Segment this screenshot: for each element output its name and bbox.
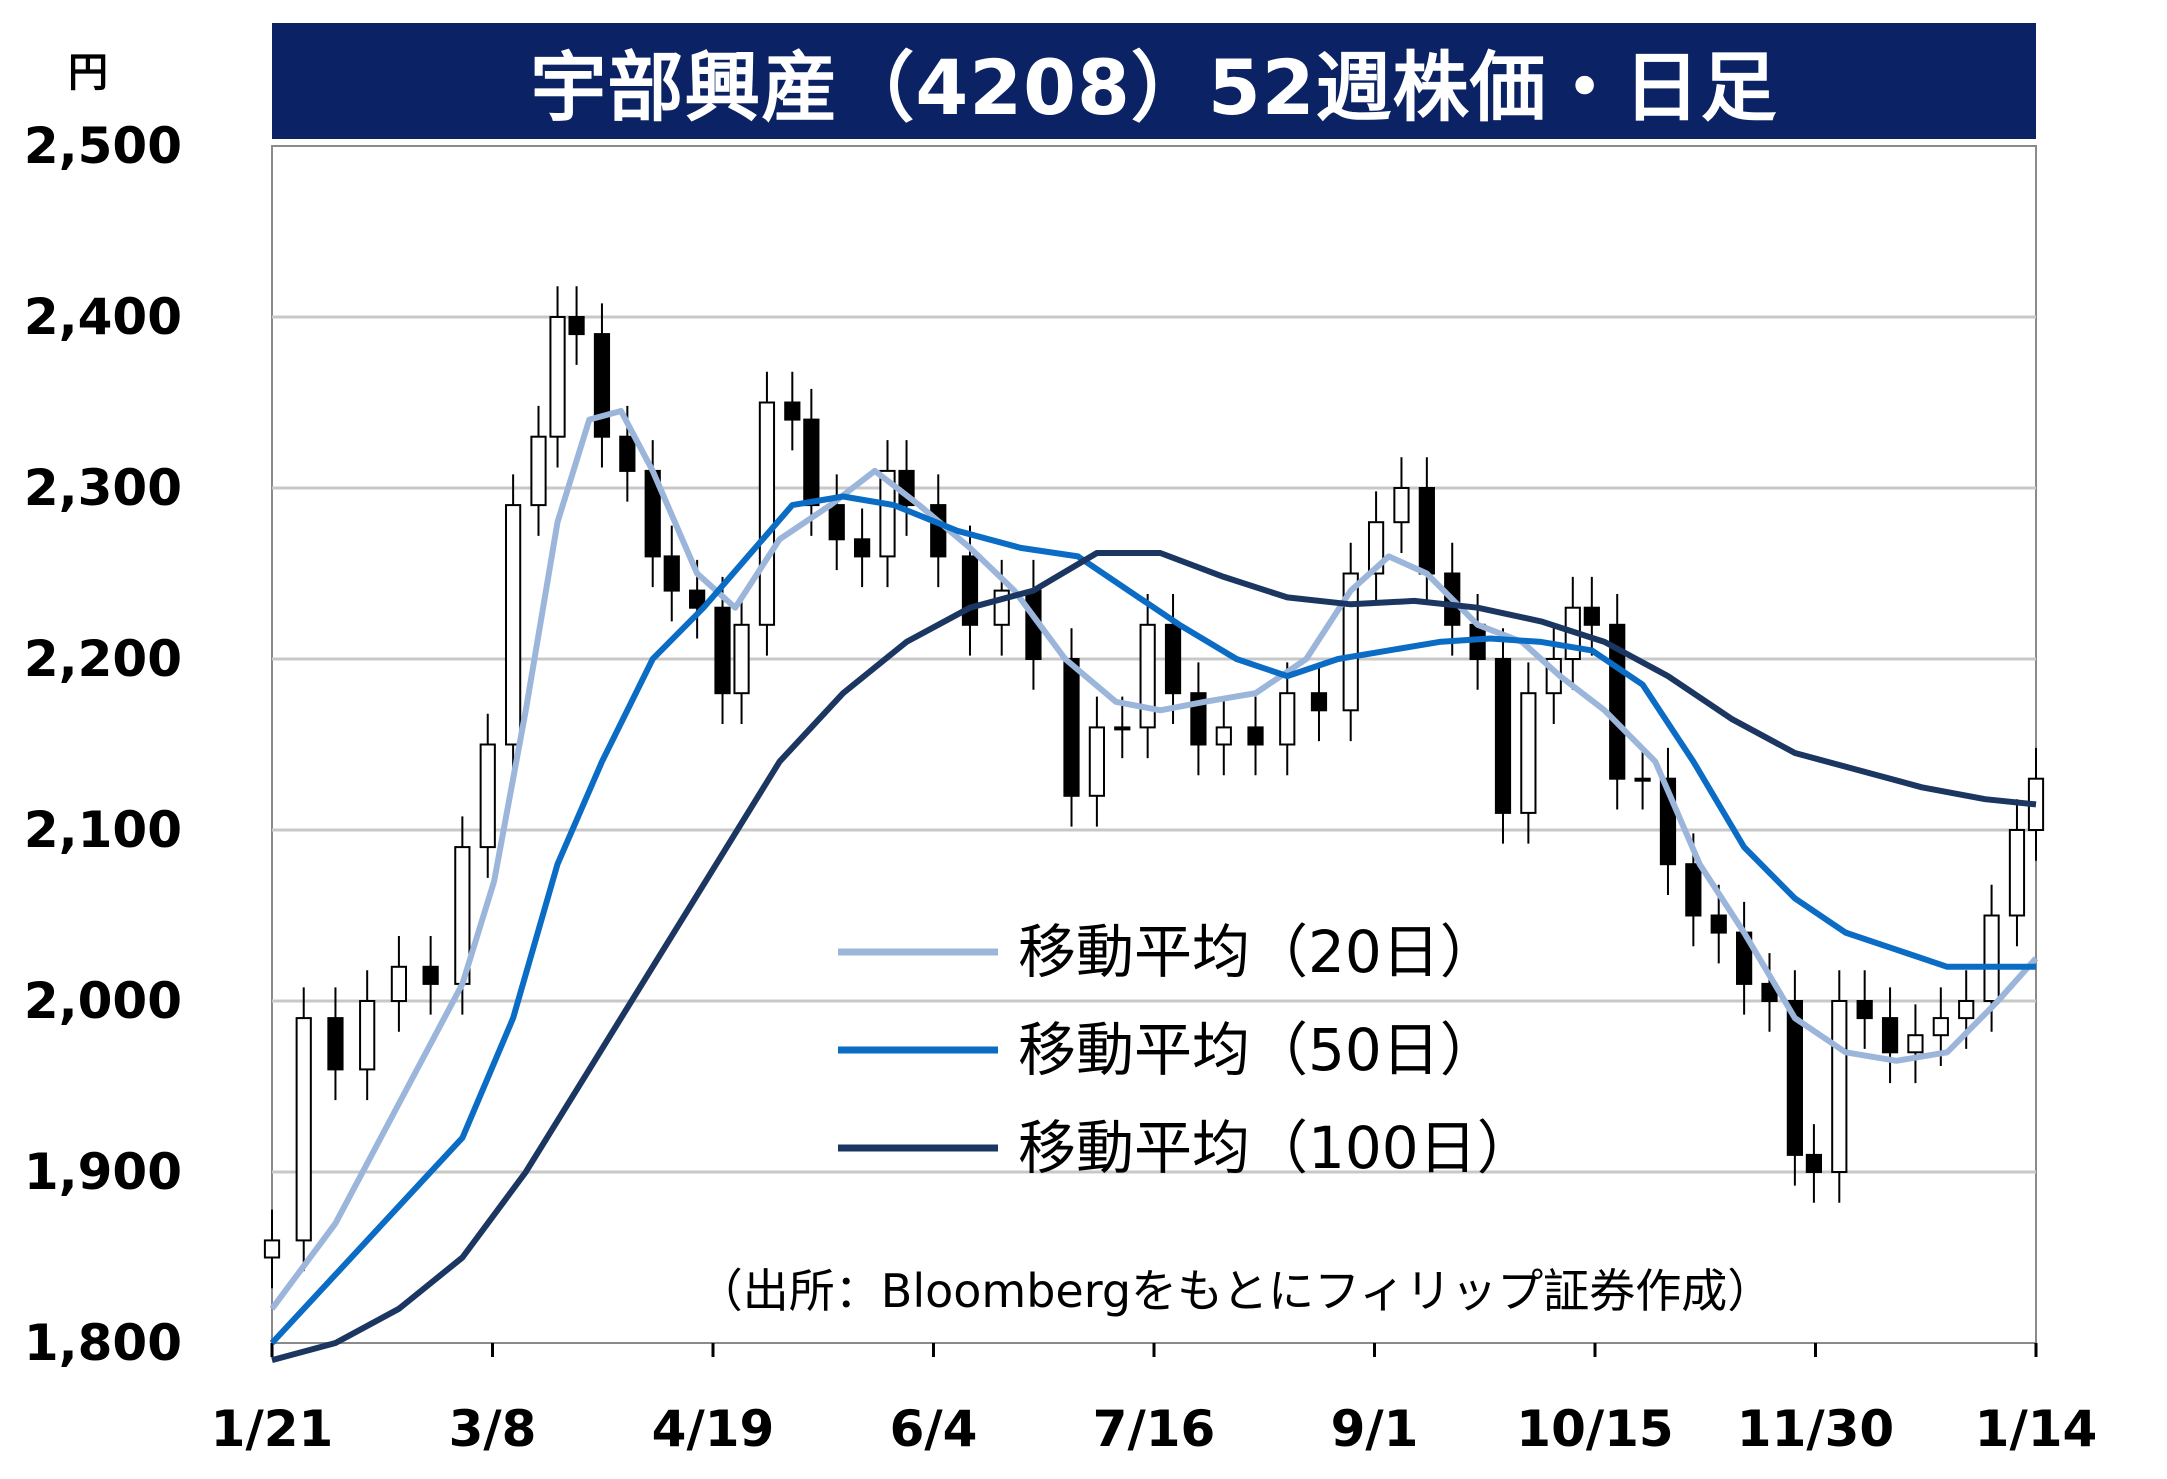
candle-body: [390, 965, 408, 1002]
legend-label: 移動平均（100日）: [1018, 1114, 1535, 1182]
candle-body: [1907, 1034, 1924, 1054]
candle-body: [422, 965, 439, 985]
candle-body: [593, 333, 611, 438]
candle-body: [689, 589, 706, 609]
candle-body: [1114, 726, 1131, 731]
y-tick-label: 1,800: [24, 1314, 182, 1372]
y-tick-label: 2,400: [24, 288, 182, 346]
candle-body: [2008, 829, 2026, 917]
candle-body: [828, 504, 845, 541]
candle-body: [854, 538, 871, 558]
y-axis-tick-labels: 1,800 1,900 2,000 2,100 2,200 2,300 2,400 2,500: [24, 117, 182, 1372]
x-tick-label: 3/8: [449, 1400, 537, 1458]
y-tick-label: 1,900: [24, 1143, 182, 1201]
moving-average-lines: [269, 408, 2039, 1363]
candle-body: [1342, 572, 1359, 712]
candle-body: [1831, 1000, 1848, 1173]
candle-body: [1805, 1153, 1823, 1174]
y-tick-label: 2,100: [24, 801, 182, 859]
x-tick-label: 9/1: [1331, 1400, 1419, 1458]
candle-body: [733, 623, 750, 695]
legend-label: 移動平均（20日）: [1018, 918, 1498, 986]
candle-body: [1958, 1000, 1975, 1020]
candle-body: [930, 504, 947, 558]
y-tick-label: 2,300: [24, 459, 182, 517]
candle-body: [1685, 863, 1702, 917]
candle-body: [327, 1017, 344, 1071]
candle-body: [619, 435, 636, 472]
candle-body: [549, 316, 566, 438]
y-tick-label: 2,000: [24, 972, 182, 1030]
candle-body: [1583, 606, 1600, 626]
candle-body: [1310, 692, 1328, 712]
candle-body: [1520, 692, 1537, 814]
x-tick-label: 10/15: [1516, 1400, 1673, 1458]
y-unit-label: 円: [68, 50, 108, 96]
candle-body: [1494, 658, 1512, 814]
y-tick-label: 2,200: [24, 630, 182, 688]
candle-body: [1418, 487, 1435, 575]
candle-body: [1247, 726, 1264, 746]
candle-body: [879, 469, 896, 558]
legend: 移動平均（20日） 移動平均（50日） 移動平均（100日）: [838, 918, 1535, 1182]
x-tick-label: 11/30: [1737, 1400, 1894, 1458]
candle-body: [1088, 726, 1105, 797]
candle-body: [1215, 726, 1232, 746]
candle-body: [784, 401, 801, 421]
candle-body: [530, 435, 547, 507]
candle-body: [1634, 777, 1651, 782]
ma-line-0: [269, 408, 2039, 1311]
legend-label: 移動平均（50日）: [1018, 1016, 1498, 1084]
candle-body: [568, 316, 585, 336]
candle-body: [1164, 623, 1182, 695]
candle-body: [1139, 623, 1156, 729]
candle-body: [1881, 1017, 1899, 1054]
y-tick-label: 2,500: [24, 117, 182, 175]
x-tick-label: 6/4: [890, 1400, 978, 1458]
x-axis-tick-labels: 1/21 3/8 4/19 6/4 7/16 9/1 10/15 11/30 1/14: [211, 1343, 2098, 1458]
candle-body: [714, 606, 731, 695]
candle-body: [505, 504, 522, 746]
x-tick-label: 1/21: [211, 1400, 334, 1458]
candle-body: [663, 555, 680, 592]
candle-body: [1786, 1000, 1803, 1156]
chart-title: 宇部興産（4208）52週株価・日足: [272, 23, 2036, 139]
candle-body: [758, 401, 776, 626]
ma-line-1: [269, 493, 2036, 1346]
candle-body: [803, 418, 820, 507]
x-tick-label: 1/14: [1975, 1400, 2098, 1458]
candle-body: [1710, 914, 1727, 934]
candle-body: [479, 743, 496, 849]
x-tick-label: 4/19: [652, 1400, 775, 1458]
x-tick-label: 7/16: [1093, 1400, 1216, 1458]
candle-body: [961, 555, 979, 626]
candle-body: [1932, 1017, 1949, 1037]
candle-body: [1279, 692, 1296, 746]
candle-body: [295, 1017, 312, 1242]
candles: [263, 286, 2045, 1289]
candle-body: [1856, 1000, 1873, 1020]
candle-body: [263, 1239, 281, 1259]
candle-body: [1983, 914, 2000, 1002]
ma-line-2: [271, 550, 2037, 1363]
source-note: （出所：Bloombergをもとにフィリップ証券作成）: [697, 1264, 1773, 1318]
candle-body: [359, 1000, 376, 1071]
candle-body: [1063, 658, 1080, 797]
candle-body: [1393, 487, 1410, 524]
